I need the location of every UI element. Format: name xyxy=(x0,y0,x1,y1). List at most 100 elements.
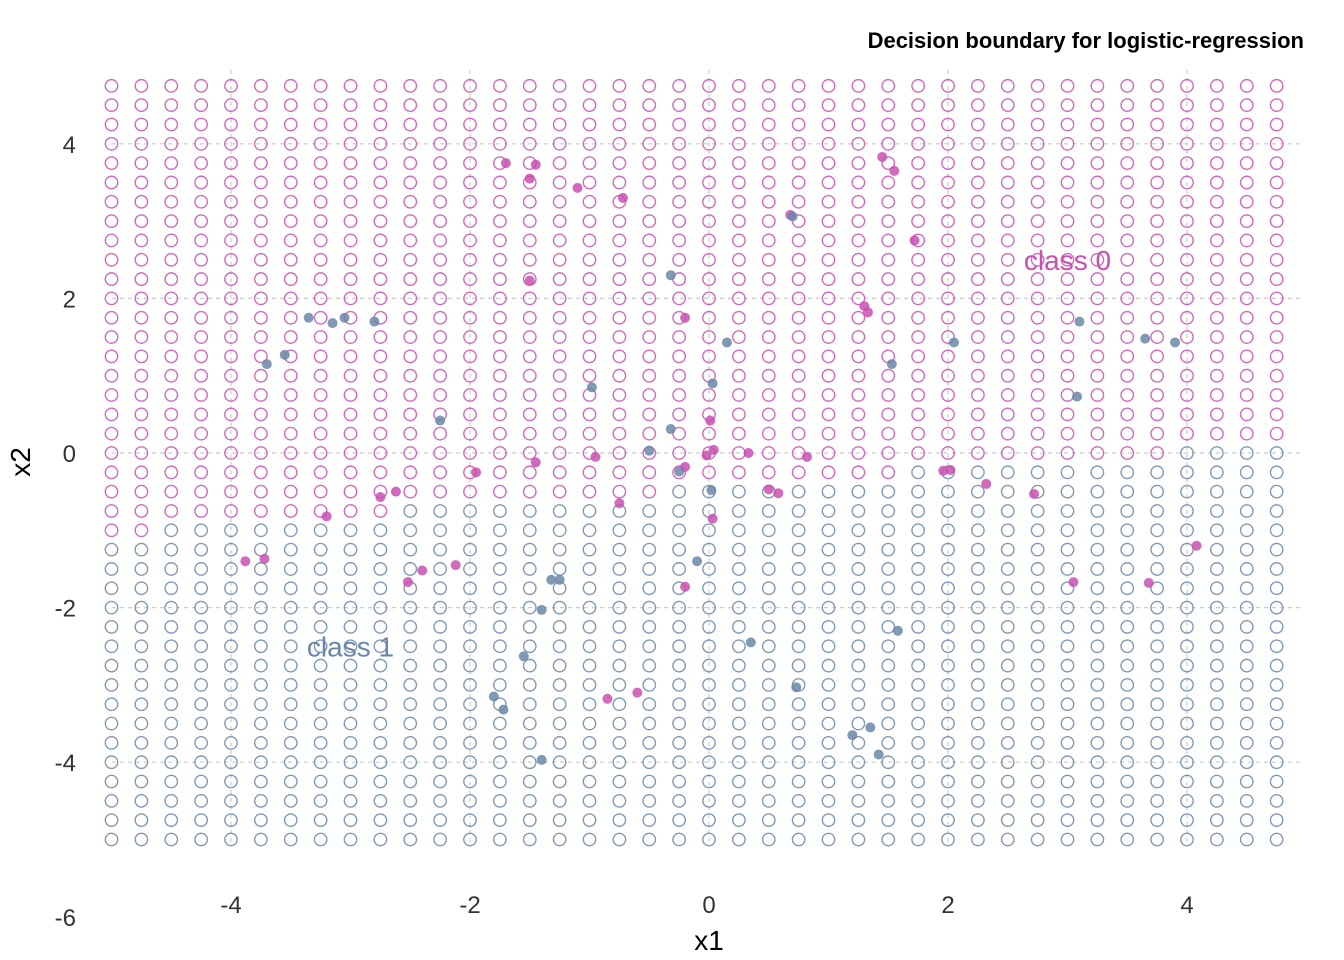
grid-point-class-1 xyxy=(1269,446,1284,460)
grid-point-class-1 xyxy=(642,793,657,808)
grid-point-class-0 xyxy=(373,407,388,422)
grid-point-class-0 xyxy=(1030,233,1045,248)
grid-point-class-1 xyxy=(1239,793,1254,808)
grid-point-class-0 xyxy=(791,233,806,248)
grid-point-class-1 xyxy=(194,678,209,692)
grid-point-class-1 xyxy=(492,793,507,808)
grid-point-class-1 xyxy=(761,793,776,808)
grid-point-class-0 xyxy=(433,175,448,190)
grid-point-class-0 xyxy=(731,368,746,383)
grid-point-class-0 xyxy=(582,117,597,132)
grid-point-class-1 xyxy=(791,620,806,634)
grid-point-class-0 xyxy=(433,156,448,171)
grid-point-class-0 xyxy=(403,310,418,325)
grid-point-class-1 xyxy=(1180,735,1194,750)
grid-point-class-0 xyxy=(821,407,836,422)
data-point-class-0 xyxy=(632,687,643,698)
grid-point-class-0 xyxy=(672,349,687,364)
grid-point-class-1 xyxy=(970,484,985,499)
grid-point-class-1 xyxy=(582,620,597,634)
grid-point-class-0 xyxy=(791,194,806,209)
grid-point-class-0 xyxy=(761,233,776,248)
grid-point-class-0 xyxy=(104,407,119,422)
grid-point-class-1 xyxy=(1150,658,1165,673)
grid-point-class-1 xyxy=(911,523,926,538)
y-tick-label: -4 xyxy=(55,750,76,777)
grid-point-class-1 xyxy=(373,639,388,654)
grid-point-class-1 xyxy=(791,774,806,789)
grid-point-class-0 xyxy=(731,194,746,209)
grid-point-class-1 xyxy=(343,620,358,634)
grid-point-class-0 xyxy=(1180,156,1194,171)
grid-point-class-0 xyxy=(1030,117,1045,132)
data-point-class-0 xyxy=(862,307,873,318)
grid-point-class-0 xyxy=(1180,117,1194,132)
grid-point-class-1 xyxy=(1060,639,1075,654)
grid-point-class-1 xyxy=(1180,658,1194,673)
grid-point-class-0 xyxy=(343,98,358,113)
grid-point-class-0 xyxy=(134,368,149,383)
grid-point-class-1 xyxy=(612,755,627,770)
grid-point-class-1 xyxy=(433,735,448,750)
grid-point-class-0 xyxy=(1239,214,1254,229)
grid-point-class-0 xyxy=(612,291,627,306)
grid-point-class-1 xyxy=(1060,484,1075,499)
grid-point-class-0 xyxy=(1120,368,1135,383)
grid-point-class-0 xyxy=(911,310,926,325)
grid-point-class-0 xyxy=(821,233,836,248)
grid-point-class-0 xyxy=(881,98,896,113)
grid-point-class-1 xyxy=(1000,755,1015,770)
grid-point-class-0 xyxy=(492,484,507,499)
grid-point-class-0 xyxy=(253,117,268,132)
grid-point-class-0 xyxy=(552,233,567,248)
grid-point-class-1 xyxy=(1150,620,1165,634)
grid-point-class-1 xyxy=(283,755,298,770)
grid-point-class-0 xyxy=(1180,388,1194,402)
grid-point-class-0 xyxy=(134,214,149,229)
grid-point-class-1 xyxy=(941,774,955,789)
grid-point-class-1 xyxy=(851,678,866,692)
grid-point-class-1 xyxy=(134,755,149,770)
grid-point-class-0 xyxy=(283,388,298,402)
grid-point-class-1 xyxy=(1209,774,1224,789)
grid-point-class-0 xyxy=(731,214,746,229)
grid-point-class-0 xyxy=(1120,407,1135,422)
grid-point-class-0 xyxy=(313,98,328,113)
grid-point-class-1 xyxy=(1120,523,1135,538)
grid-point-class-1 xyxy=(881,755,896,770)
grid-point-class-1 xyxy=(761,813,776,828)
grid-point-class-0 xyxy=(642,465,657,480)
grid-point-class-1 xyxy=(164,774,179,789)
grid-point-class-0 xyxy=(1060,310,1075,325)
grid-point-class-0 xyxy=(970,175,985,190)
grid-point-class-1 xyxy=(791,658,806,673)
grid-point-class-0 xyxy=(1120,330,1135,344)
grid-point-class-0 xyxy=(492,388,507,402)
grid-point-class-0 xyxy=(1060,252,1075,267)
grid-point-class-1 xyxy=(1180,562,1194,576)
grid-point-class-1 xyxy=(1239,542,1254,557)
grid-point-class-1 xyxy=(373,542,388,557)
grid-point-class-1 xyxy=(433,639,448,654)
grid-point-class-1 xyxy=(1120,639,1135,654)
grid-point-class-0 xyxy=(731,349,746,364)
grid-point-class-0 xyxy=(463,98,477,113)
grid-point-class-1 xyxy=(463,735,477,750)
grid-point-class-1 xyxy=(104,735,119,750)
grid-point-class-1 xyxy=(194,562,209,576)
grid-point-class-0 xyxy=(313,175,328,190)
data-point-class-1 xyxy=(644,445,655,456)
grid-point-class-1 xyxy=(403,774,418,789)
grid-point-class-0 xyxy=(672,136,687,151)
y-tick-label: -2 xyxy=(55,596,76,623)
grid-point-class-0 xyxy=(343,388,358,402)
data-point-class-0 xyxy=(602,693,613,704)
grid-point-class-1 xyxy=(731,504,746,518)
grid-point-class-0 xyxy=(1269,426,1284,441)
grid-point-class-0 xyxy=(1000,214,1015,229)
grid-point-class-0 xyxy=(851,465,866,480)
grid-point-class-1 xyxy=(821,793,836,808)
grid-point-class-0 xyxy=(104,446,119,460)
data-point-class-1 xyxy=(536,754,547,765)
grid-point-class-0 xyxy=(821,291,836,306)
